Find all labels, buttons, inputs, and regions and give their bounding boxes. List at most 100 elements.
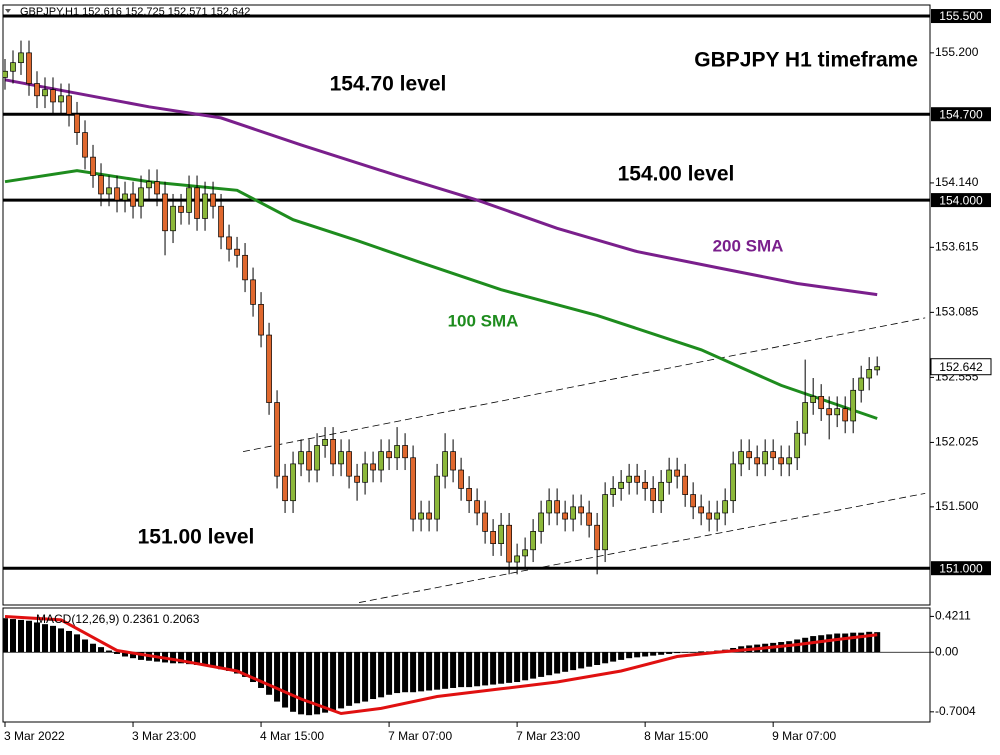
macd-bar: [202, 652, 209, 666]
macd-bar: [458, 652, 465, 688]
macd-bar: [402, 652, 409, 693]
candle-body: [242, 254, 248, 281]
candle-body: [258, 304, 264, 336]
indicator-label: 100 SMA: [448, 311, 519, 330]
macd-bar: [842, 633, 849, 653]
macd-bar: [322, 652, 329, 713]
candle-body: [330, 439, 336, 465]
candle-body: [306, 451, 312, 471]
candle-body: [314, 445, 320, 471]
candle-body: [650, 488, 656, 502]
macd-bar: [178, 652, 185, 664]
candle-body: [250, 279, 256, 305]
macd-bar: [570, 652, 577, 671]
candle-body: [562, 512, 568, 520]
candle-body: [410, 457, 416, 520]
trend-line: [359, 492, 926, 603]
x-tick-label: 8 Mar 15:00: [644, 729, 708, 743]
candle-body: [770, 451, 777, 459]
candle-body: [58, 95, 64, 103]
macd-bar: [498, 652, 505, 684]
candle-body: [226, 236, 232, 250]
candle-body: [762, 451, 769, 465]
macd-bar: [138, 652, 145, 660]
macd-bar: [210, 652, 217, 668]
candle-body: [602, 494, 608, 551]
candle-body: [146, 181, 152, 189]
level-label: 151.000: [939, 561, 983, 575]
candle-body: [298, 451, 304, 465]
candle-body: [170, 205, 176, 232]
candle-body: [42, 89, 48, 97]
macd-bar: [546, 652, 553, 676]
annotation: GBPJPY H1 timeframe: [694, 49, 918, 72]
candle-body: [162, 193, 168, 232]
candle-body: [722, 500, 729, 514]
x-tick-label: 7 Mar 23:00: [516, 729, 580, 743]
macd-bar: [514, 652, 521, 683]
macd-bar: [90, 643, 97, 653]
candle-body: [442, 451, 448, 477]
macd-bar: [426, 652, 433, 691]
candle-body: [50, 89, 56, 103]
level-name: 151.00 level: [138, 526, 255, 549]
macd-bar: [482, 652, 489, 686]
macd-bar: [346, 652, 353, 706]
candle-body: [786, 457, 793, 465]
candle-body: [82, 132, 88, 158]
candle-body: [826, 408, 833, 416]
candle-body: [138, 187, 144, 207]
macd-bar: [130, 652, 137, 659]
candle-body: [474, 500, 480, 514]
candle-body: [698, 506, 705, 514]
macd-bar: [602, 652, 609, 664]
level-label: 154.700: [939, 107, 983, 121]
candle-body: [402, 445, 408, 459]
candle-body: [490, 531, 496, 545]
candle-body: [810, 396, 817, 403]
candle-body: [506, 524, 512, 563]
macd-bar: [298, 652, 305, 715]
candle-body: [706, 512, 713, 520]
candle-body: [90, 156, 96, 176]
macd-bar: [834, 633, 841, 653]
macd-bar: [170, 652, 177, 664]
macd-bar: [578, 652, 585, 669]
level-name: 154.00 level: [618, 163, 735, 186]
macd-bar: [690, 652, 697, 653]
candle-body: [842, 408, 849, 422]
macd-bar: [642, 652, 649, 657]
macd-bar: [306, 652, 313, 716]
candle-body: [818, 396, 825, 410]
candle-body: [618, 481, 624, 489]
candle-body: [154, 181, 160, 195]
macd-bar: [826, 634, 833, 653]
x-tick-label: 7 Mar 07:00: [388, 729, 452, 743]
candle-body: [834, 408, 841, 416]
macd-bar: [818, 635, 825, 653]
level-label: 154.000: [939, 193, 983, 207]
candle-body: [194, 187, 200, 219]
candle-body: [458, 469, 464, 489]
macd-bar: [330, 652, 337, 711]
indicator-line: [4, 169, 878, 420]
macd-bar: [442, 652, 449, 689]
macd-bar: [858, 632, 865, 653]
level-label-box: [931, 107, 991, 122]
indicator-line: [4, 615, 878, 716]
macd-bar: [410, 652, 417, 693]
macd-bar: [250, 652, 257, 683]
candle-body: [666, 469, 672, 483]
candle-body: [746, 451, 753, 459]
candle-body: [218, 205, 224, 238]
x-tick-label: 3 Mar 2022: [4, 729, 65, 743]
candle-body: [658, 481, 664, 502]
macd-bar: [698, 651, 705, 653]
macd-bar: [26, 620, 33, 653]
header-icon: [5, 9, 11, 13]
macd-bar: [282, 652, 289, 708]
macd-bar: [186, 652, 193, 665]
macd-bar: [450, 652, 457, 688]
macd-bar: [218, 652, 225, 670]
